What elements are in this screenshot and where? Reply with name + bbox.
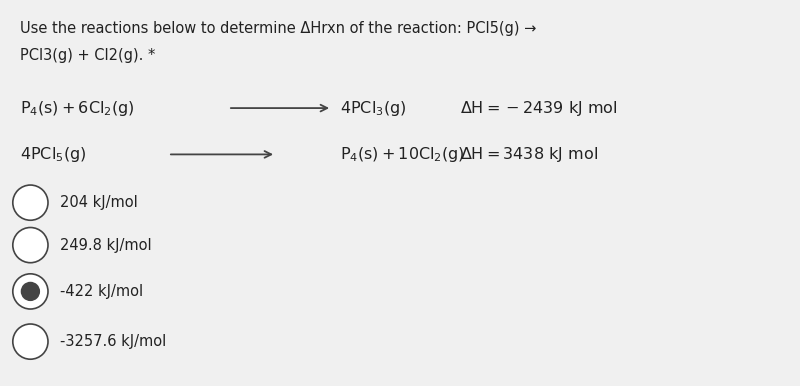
Ellipse shape <box>13 274 48 309</box>
Text: 204 kJ/mol: 204 kJ/mol <box>60 195 138 210</box>
Text: $\mathrm{4PCl_5(g)}$: $\mathrm{4PCl_5(g)}$ <box>20 145 86 164</box>
Text: $\mathrm{4PCl_3(g)}$: $\mathrm{4PCl_3(g)}$ <box>340 98 406 118</box>
Ellipse shape <box>21 282 40 301</box>
Text: PCl3(g) + Cl2(g). *: PCl3(g) + Cl2(g). * <box>20 48 155 63</box>
Ellipse shape <box>13 324 48 359</box>
Text: Use the reactions below to determine ΔHrxn of the reaction: PCl5(g) →: Use the reactions below to determine ΔHr… <box>20 21 536 36</box>
Text: $\mathrm{P_4(s) + 6Cl_2(g)}$: $\mathrm{P_4(s) + 6Cl_2(g)}$ <box>20 98 134 118</box>
Text: -3257.6 kJ/mol: -3257.6 kJ/mol <box>60 334 166 349</box>
Ellipse shape <box>13 185 48 220</box>
Text: $\mathrm{\Delta H = 3438\ kJ\ mol}$: $\mathrm{\Delta H = 3438\ kJ\ mol}$ <box>460 145 598 164</box>
Text: -422 kJ/mol: -422 kJ/mol <box>60 284 143 299</box>
Text: 249.8 kJ/mol: 249.8 kJ/mol <box>60 238 152 252</box>
Text: $\mathrm{P_4(s) + 10Cl_2(g)}$: $\mathrm{P_4(s) + 10Cl_2(g)}$ <box>340 145 465 164</box>
Ellipse shape <box>13 227 48 263</box>
Text: $\mathrm{\Delta H = -2439\ kJ\ mol}$: $\mathrm{\Delta H = -2439\ kJ\ mol}$ <box>460 98 618 118</box>
